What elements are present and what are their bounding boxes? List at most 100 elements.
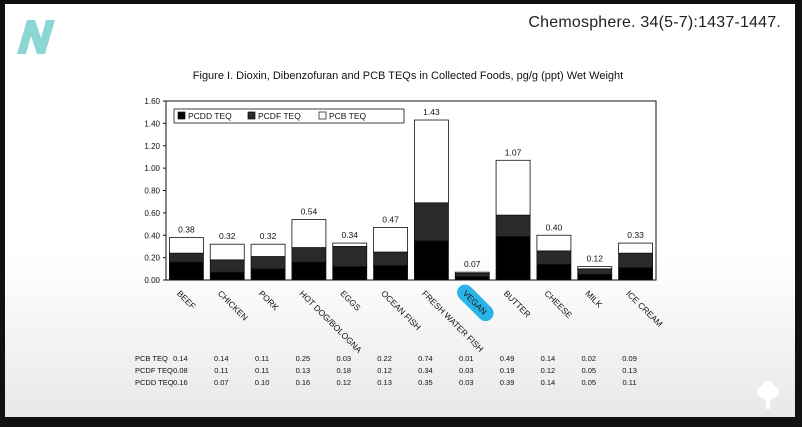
bar-pcb (495, 159, 531, 216)
y-tick-label: 0.60 (144, 209, 160, 218)
table-cell: 0.05 (581, 378, 596, 387)
y-tick-label: 0.20 (144, 254, 160, 263)
bar-pcdf (536, 250, 572, 265)
table-cell: 0.05 (581, 366, 596, 375)
x-tick-label: CHEESE (543, 288, 575, 320)
x-tick-label: BUTTER (502, 288, 533, 319)
bar-total-label: 0.07 (464, 259, 481, 269)
table-cell: 0.03 (459, 378, 474, 387)
table-cell: 0.19 (500, 366, 515, 375)
table-row-label: PCDD TEQ (135, 378, 174, 387)
x-tick-label: BEEF (175, 288, 198, 311)
table-cell: 0.11 (214, 366, 228, 375)
bar-pcb (332, 242, 368, 247)
table-cell: 0.12 (336, 378, 351, 387)
category-label: PORK (257, 288, 281, 312)
bar-total-label: 1.43 (423, 107, 440, 117)
slide: Chemosphere. 34(5-7):1437-1447. Figure I… (5, 4, 795, 417)
bar-pcdf (454, 272, 490, 278)
y-tick-label: 0.00 (144, 276, 160, 285)
table-cell: 0.35 (418, 378, 433, 387)
bar-pcdd (414, 240, 449, 281)
bar-total-label: 0.54 (301, 207, 318, 217)
table-cell: 0.13 (296, 366, 311, 375)
chart: Figure I. Dioxin, Dibenzofuran and PCB T… (135, 70, 665, 387)
category-label: ICE CREAM (624, 288, 664, 328)
table-cell: 0.13 (622, 366, 637, 375)
x-tick-label: OCEAN FISH (379, 288, 423, 332)
bar-pcdd (577, 274, 613, 281)
table-cell: 0.18 (336, 366, 351, 375)
bar-pcb (209, 243, 245, 261)
bar-pcb (169, 237, 204, 254)
bar-pcb (577, 266, 613, 270)
bar-pcb (291, 219, 327, 248)
category-label: CHEESE (543, 288, 575, 320)
bar-total-label: 1.07 (505, 147, 522, 157)
table-cell: 0.14 (173, 354, 188, 363)
table-cell: 0.22 (377, 354, 392, 363)
bar-pcb (373, 227, 408, 253)
bar-pcb (414, 119, 449, 204)
table-row-label: PCDF TEQ (135, 366, 173, 375)
bar-pcdf (209, 259, 245, 273)
table-cell: 0.03 (459, 366, 474, 375)
bar-pcdd (209, 271, 245, 281)
bar-total-label: 0.12 (586, 254, 603, 264)
bar-pcdf (291, 247, 327, 263)
y-tick-label: 1.60 (144, 97, 160, 106)
category-label: OCEAN FISH (379, 288, 423, 332)
category-label: BUTTER (502, 288, 533, 319)
bar-pcdd (373, 265, 408, 281)
table-cell: 0.02 (581, 354, 596, 363)
bar-total-label: 0.38 (178, 224, 195, 234)
category-label-highlighted: VEGAN (457, 284, 494, 322)
legend-swatch (177, 111, 186, 120)
y-tick-label: 1.40 (144, 119, 160, 128)
category-label: EGGS (338, 288, 363, 313)
legend-label: PCDF TEQ (258, 111, 301, 121)
bar-pcdf (169, 252, 204, 263)
legend-swatch (318, 111, 327, 120)
bar-pcb (536, 234, 572, 252)
table-cell: 0.07 (214, 378, 229, 387)
bar-pcdf (250, 256, 286, 270)
bar-pcdd (169, 261, 204, 281)
bar-total-label: 0.34 (341, 230, 358, 240)
table-cell: 0.11 (255, 366, 269, 375)
y-tick-label: 0.80 (144, 187, 160, 196)
table-cell: 0.25 (296, 354, 311, 363)
table-cell: 0.16 (296, 378, 311, 387)
chart-title: Figure I. Dioxin, Dibenzofuran and PCB T… (193, 70, 623, 82)
table-cell: 0.09 (622, 354, 637, 363)
y-tick-label: 0.40 (144, 231, 160, 240)
table-cell: 0.11 (255, 354, 269, 363)
bar-pcdd (291, 261, 327, 281)
table-cell: 0.03 (336, 354, 351, 363)
bar-pcdf (577, 268, 613, 275)
bar-pcb (618, 242, 653, 254)
bar-pcdf (618, 252, 653, 269)
table-cell: 0.74 (418, 354, 433, 363)
table-cell: 0.08 (173, 366, 188, 375)
table-row-label: PCB TEQ (135, 354, 168, 363)
category-label: CHICKEN (216, 288, 250, 322)
table-cell: 0.14 (214, 354, 229, 363)
bar-total-label: 0.32 (219, 231, 236, 241)
table-cell: 0.16 (173, 378, 188, 387)
table-cell: 0.13 (377, 378, 392, 387)
legend-box (173, 108, 405, 124)
table-cell: 0.39 (500, 378, 515, 387)
bar-total-label: 0.40 (546, 222, 563, 232)
x-tick-label: ICE CREAM (624, 288, 664, 328)
category-label: MILK (583, 288, 604, 309)
table-cell: 0.10 (255, 378, 270, 387)
bar-pcdf (414, 202, 449, 242)
bar-total-label: 0.47 (382, 214, 399, 224)
citation: Chemosphere. 34(5-7):1437-1447. (528, 14, 781, 31)
bar-pcdd (536, 263, 572, 281)
bar-pcdf (495, 214, 531, 237)
bar-pcdd (454, 276, 490, 281)
legend-label: PCB TEQ (329, 111, 367, 121)
bar-pcb (250, 243, 286, 257)
